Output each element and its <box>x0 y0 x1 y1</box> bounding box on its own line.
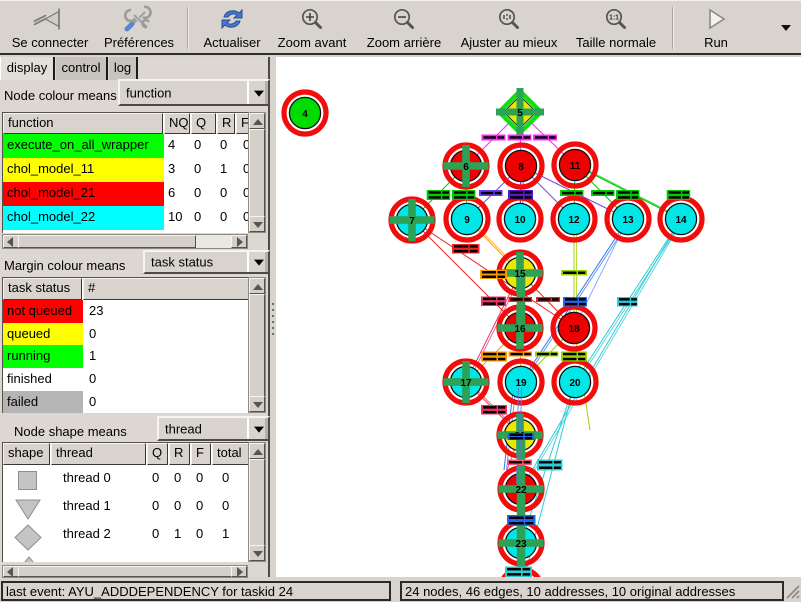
svg-text:11: 11 <box>570 161 581 172</box>
svg-text:9: 9 <box>464 215 470 226</box>
svg-text:15: 15 <box>514 269 526 280</box>
svg-text:23: 23 <box>515 539 527 550</box>
svg-text:12: 12 <box>568 215 580 226</box>
svg-text:22: 22 <box>515 485 527 496</box>
svg-text:16: 16 <box>514 324 526 335</box>
svg-text:14: 14 <box>675 215 687 226</box>
svg-text:20: 20 <box>569 378 581 389</box>
svg-text:7: 7 <box>409 216 415 227</box>
svg-text:19: 19 <box>515 378 527 389</box>
svg-text:6: 6 <box>463 162 469 173</box>
svg-text:18: 18 <box>568 324 580 335</box>
svg-text:13: 13 <box>622 215 634 226</box>
svg-text:5: 5 <box>517 108 523 119</box>
svg-text:1:1: 1:1 <box>609 15 619 22</box>
svg-text:10: 10 <box>514 215 526 226</box>
svg-text:17: 17 <box>460 378 472 389</box>
svg-text:4: 4 <box>302 109 308 120</box>
svg-text:8: 8 <box>518 162 524 173</box>
